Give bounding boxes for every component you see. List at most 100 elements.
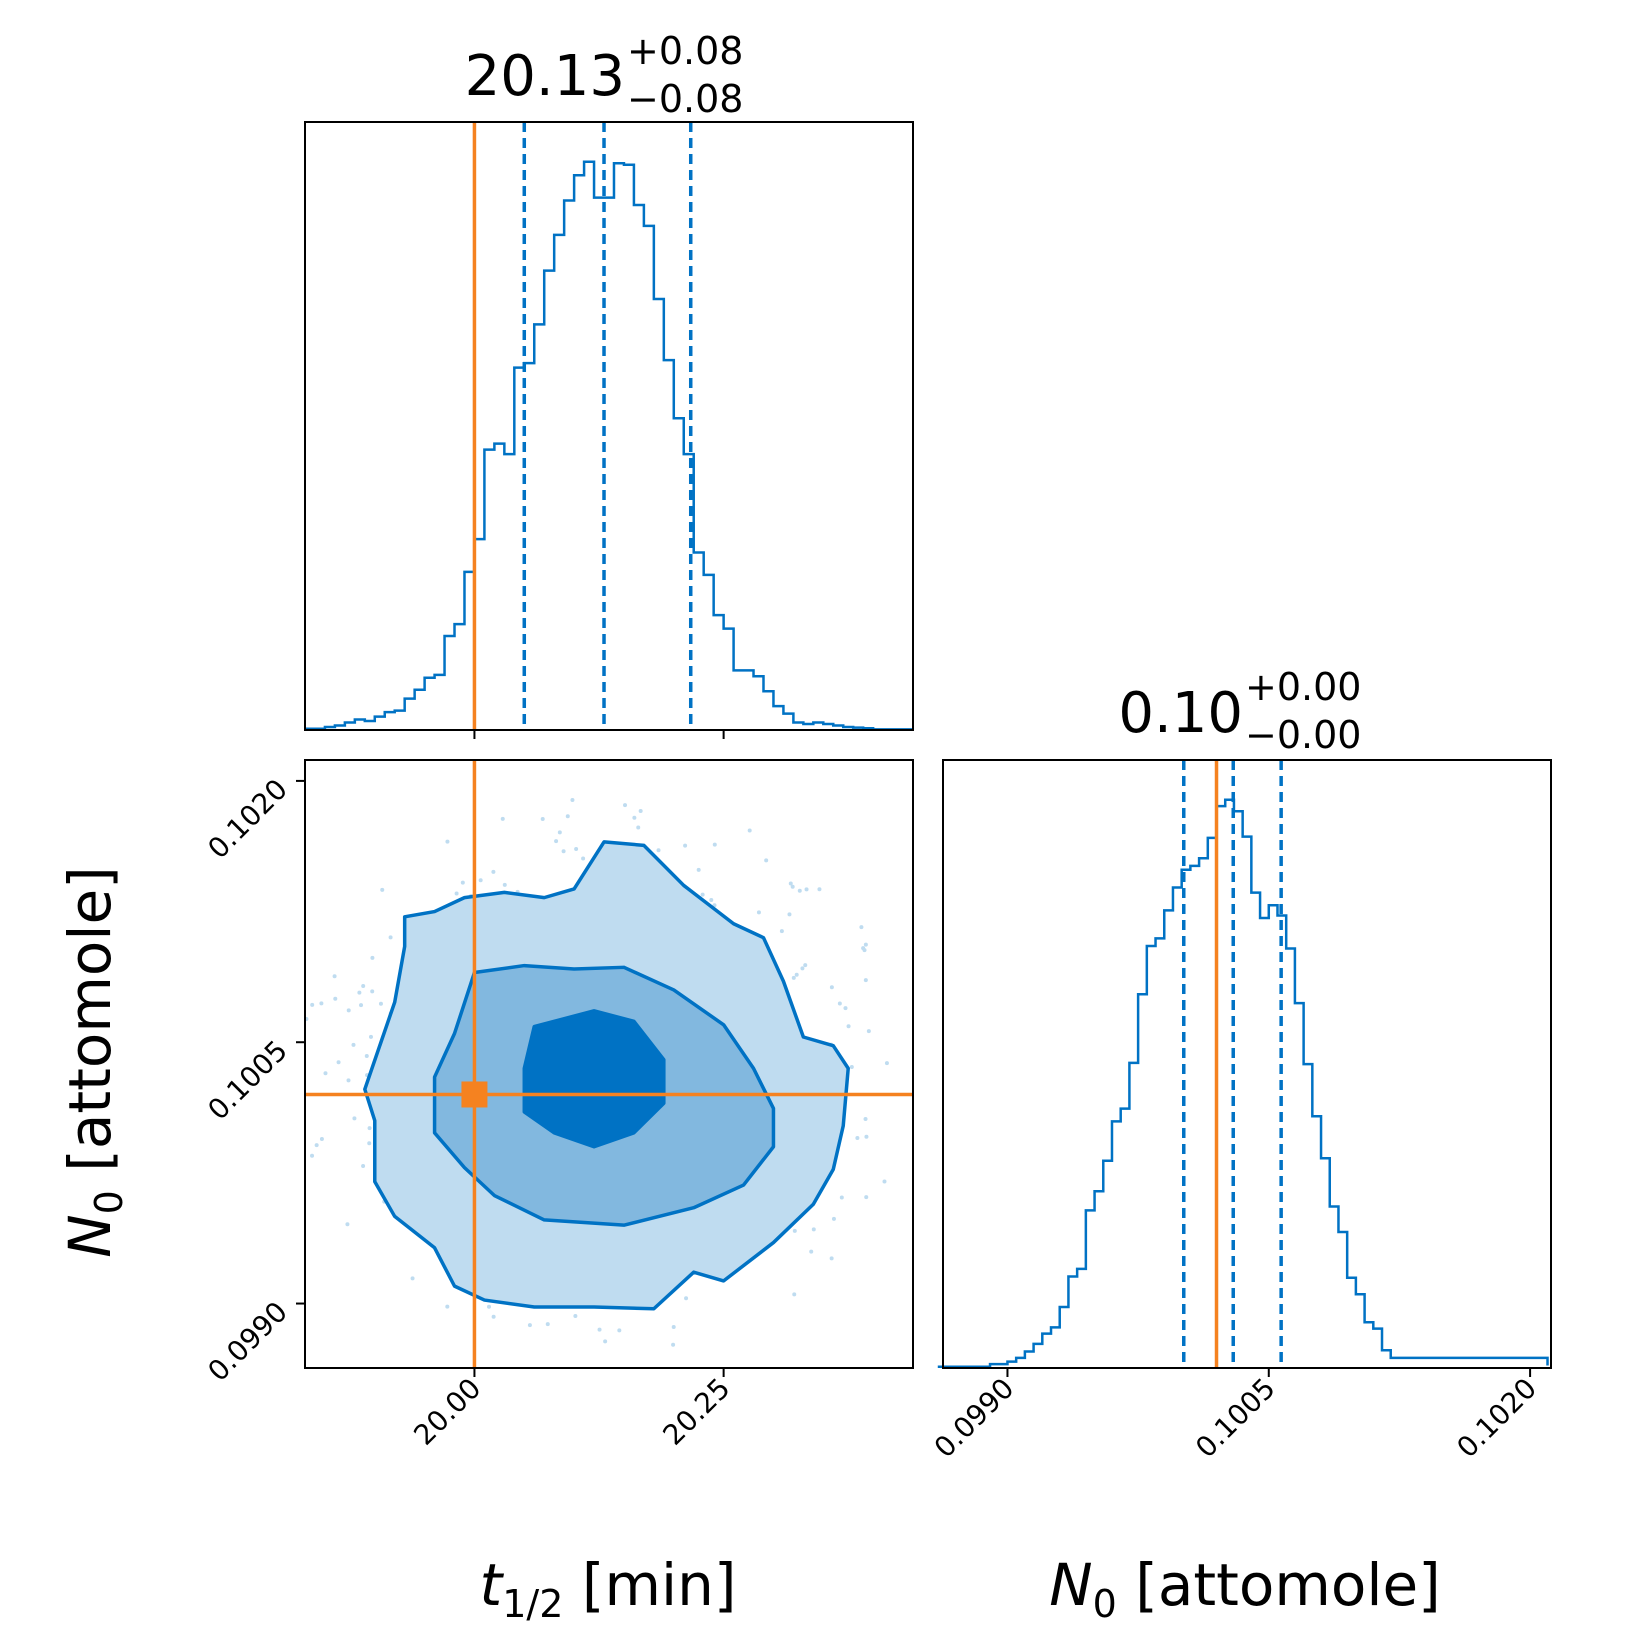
sample-point [788,881,793,886]
x-axis-label-t-half: t1/2 [min] [480,1551,737,1626]
joint-ytick-label: 0.0990 [201,1295,294,1388]
sample-point [787,912,792,917]
sample-point [764,858,769,863]
sample-point [656,848,661,853]
t-half-title-plus: +0.08 [627,29,743,73]
n0-hist-xtick-label: 0.1005 [1189,1372,1282,1465]
n0-histogram-panel: 0.0990 0.1005 0.1020 [928,759,1552,1465]
sample-point [817,887,822,892]
t-half-title: 20.13 +0.08 −0.08 [465,29,744,121]
sample-point [380,887,385,892]
sample-point [336,1060,341,1065]
sample-point [811,1227,816,1232]
sample-point [791,975,796,980]
sample-point [846,1024,851,1029]
sample-point [545,1322,550,1327]
sample-point [491,1314,496,1319]
joint-frame [304,759,914,1369]
sample-point [712,842,717,847]
joint-ytick-label: 0.1005 [201,1034,294,1127]
sample-point [486,1304,491,1309]
joint-density-content [305,760,913,1368]
n0-title-minus: −0.00 [1245,713,1361,757]
sample-point [357,990,362,995]
sample-point [561,849,566,854]
sample-point [570,797,575,802]
sample-point [491,869,496,874]
sample-point [863,942,868,947]
sample-point [863,978,868,983]
t-half-hist-frame [304,121,914,731]
sample-point [370,989,375,994]
sample-point [573,1314,578,1319]
truth-marker [461,1081,488,1108]
sample-point [565,814,570,819]
contour-inner [522,1009,666,1149]
sample-point [502,882,507,887]
sample-point [747,828,752,833]
n0-hist-frame [942,759,1552,1369]
sample-point [370,955,375,960]
sample-point [797,888,802,893]
sample-point [319,1137,324,1142]
n0-hist-xtick-label: 0.0990 [928,1372,1021,1465]
sample-point [671,1325,676,1330]
sample-point [862,948,867,953]
joint-density-panel: 20.00 20.25 0.0990 0.1005 0.1020 [201,759,914,1452]
sample-point [332,974,337,979]
sample-point [671,1342,676,1347]
sample-point [683,843,688,848]
sample-point [527,1323,532,1328]
y-axis-label-n0: N0 [attomole] [56,866,131,1258]
N0-histogram-step [937,798,1549,1368]
joint-xtick-label: 20.00 [407,1372,487,1452]
sample-point [410,1276,415,1281]
sample-point [843,1006,848,1011]
sample-point [684,1296,689,1301]
sample-point [863,1116,868,1121]
sample-point [574,847,579,852]
sample-point [831,1216,836,1221]
n0-title-value: 0.10 [1118,681,1243,746]
sample-point [623,803,628,808]
sample-point [866,1029,871,1034]
sample-point [540,817,545,822]
x-axis-label-n0: N0 [attomole] [1049,1551,1441,1626]
sample-point [378,1001,383,1006]
sample-point [557,830,562,835]
sample-point [478,878,483,883]
sample-point [319,1001,324,1006]
sample-point [500,816,505,821]
n0-title-plus: +0.00 [1245,665,1361,709]
sample-point [779,929,784,934]
joint-ytick-label: 0.1020 [201,773,294,866]
sample-point [804,887,809,892]
sample-point [632,815,637,820]
n0-title: 0.10 +0.00 −0.00 [1118,665,1361,757]
sample-point [792,1228,797,1233]
sample-point [314,1143,319,1148]
sample-point [859,925,864,930]
t-half-histogram-panel [304,121,914,739]
sample-point [829,985,834,990]
sample-point [554,839,559,844]
sample-point [367,1126,372,1131]
sample-point [445,839,450,844]
sample-point [310,1153,315,1158]
t_half-histogram-step [305,160,913,731]
sample-point [809,1249,814,1254]
sample-point [323,1071,328,1076]
sample-point [882,1179,887,1184]
joint-xtick-label: 20.25 [657,1372,737,1452]
sample-point [346,1008,351,1013]
sample-point [696,867,701,872]
sample-point [460,880,465,885]
sample-point [709,898,714,903]
n0-hist-xtick-label: 0.1020 [1450,1372,1543,1465]
sample-point [617,1328,622,1333]
t-half-title-minus: −0.08 [627,77,743,121]
t-half-title-value: 20.13 [465,44,625,109]
sample-point [361,984,366,989]
sample-point [790,884,795,889]
sample-point [359,1003,364,1008]
